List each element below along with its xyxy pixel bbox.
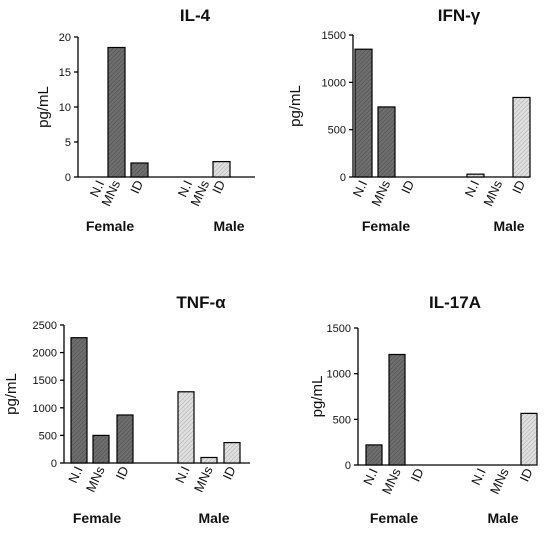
x-category-label: N.I: [462, 178, 483, 199]
bar: [200, 456, 218, 464]
bar: [354, 48, 373, 178]
x-category-label: ID: [220, 464, 239, 482]
bar: [377, 106, 396, 178]
bar: [116, 414, 134, 464]
y-tick-label: 500: [39, 430, 57, 442]
x-category-label: MNs: [487, 465, 512, 496]
y-tick-label: 1000: [33, 403, 57, 415]
y-tick-label: 0: [65, 172, 71, 184]
y-tick-label: 1000: [322, 77, 346, 89]
chart-title: TNF-α: [176, 293, 226, 312]
group-label: Female: [370, 510, 418, 526]
y-tick-label: 5: [65, 137, 71, 149]
bar: [130, 162, 149, 178]
y-axis-label: pg/mL: [309, 376, 326, 418]
x-category-label: N.I: [172, 464, 193, 485]
group-label: Female: [362, 218, 410, 234]
y-tick-label: 500: [328, 125, 346, 137]
x-category-label: MNs: [379, 465, 404, 496]
bar: [466, 173, 485, 178]
chart-title: IFN-γ: [438, 6, 481, 25]
group-label: Male: [487, 510, 518, 526]
x-category-label: MNs: [191, 463, 216, 494]
y-axis-label: pg/mL: [287, 85, 304, 127]
x-category-label: N.I: [468, 466, 489, 487]
bar: [177, 391, 195, 464]
bar: [70, 337, 88, 464]
x-category-label: MNs: [480, 177, 505, 208]
y-tick-label: 1500: [322, 30, 346, 42]
y-tick-label: 20: [59, 32, 71, 44]
y-axis-label: pg/mL: [3, 373, 20, 415]
group-label: Male: [493, 218, 524, 234]
x-category-label: N.I: [87, 178, 108, 199]
x-category-label: ID: [408, 466, 427, 484]
bar: [520, 412, 538, 466]
x-category-label: N.I: [65, 464, 86, 485]
y-tick-label: 10: [59, 102, 71, 114]
bar: [92, 434, 110, 464]
y-tick-label: 0: [345, 460, 351, 472]
x-category-label: N.I: [360, 466, 381, 487]
y-tick-label: 500: [333, 414, 351, 426]
x-category-label: ID: [113, 464, 132, 482]
bar: [223, 441, 241, 464]
chart-title: IL-4: [180, 6, 211, 25]
group-label: Female: [73, 510, 121, 526]
bar: [365, 444, 383, 466]
x-category-label: ID: [509, 178, 528, 196]
y-axis-label: pg/mL: [35, 86, 52, 128]
x-category-label: ID: [517, 466, 536, 484]
x-category-label: N.I: [175, 178, 196, 199]
x-category-label: N.I: [350, 178, 371, 199]
y-tick-label: 1500: [327, 323, 351, 335]
x-category-label: MNs: [187, 177, 212, 208]
x-category-label: MNs: [83, 463, 108, 494]
y-tick-label: 0: [51, 458, 57, 470]
x-category-label: MNs: [368, 177, 393, 208]
y-tick-label: 1000: [327, 369, 351, 381]
y-tick-label: 0: [340, 172, 346, 184]
y-tick-label: 2000: [33, 348, 57, 360]
group-label: Female: [86, 218, 134, 234]
bar: [107, 46, 126, 178]
group-label: Male: [198, 510, 229, 526]
group-label: Male: [213, 218, 244, 234]
chart-title: IL-17A: [429, 293, 481, 312]
x-category-label: ID: [209, 178, 228, 196]
y-tick-label: 2500: [33, 320, 57, 332]
y-tick-label: 1500: [33, 375, 57, 387]
bar: [212, 161, 231, 178]
bar: [512, 96, 531, 178]
x-category-label: ID: [398, 178, 417, 196]
bar: [388, 353, 406, 466]
y-tick-label: 15: [59, 67, 71, 79]
x-category-label: ID: [127, 178, 146, 196]
